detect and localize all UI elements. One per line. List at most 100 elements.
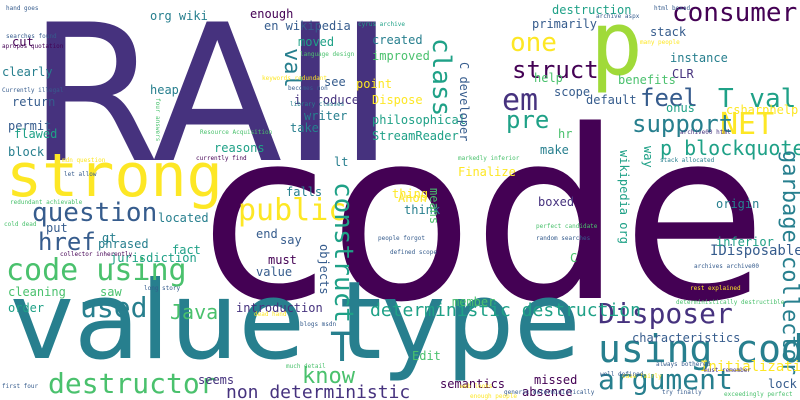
cloud-word: Finalize [458,165,516,179]
cloud-word: primarily [532,17,598,31]
cloud-word: lock [768,377,797,391]
cloud-word: first four [2,383,39,390]
cloud-word: random searches [536,235,591,242]
cloud-word: permit [8,119,52,133]
cloud-word: val [279,48,304,88]
cloud-word: html boxed [654,5,691,12]
cloud-word: consumer [672,0,798,28]
cloud-word: pre [506,106,550,134]
cloud-word: return [12,95,56,109]
cloud-word: default [586,93,637,107]
cloud-word: Anon [398,191,427,205]
cloud-word: stack [650,25,687,39]
cloud-word: Edit [412,349,441,363]
cloud-word: used [80,291,148,324]
cloud-word: href [38,228,96,256]
cloud-word: hand goes [6,5,39,12]
cloud-word: strong [6,141,223,211]
cloud-word: library classes [290,101,345,108]
cloud-word: feel [640,84,698,112]
cloud-word: C developer [457,62,471,142]
cloud-word: take [290,121,319,135]
cloud-word: Currently illegal [2,87,64,94]
cloud-word: people forgot [378,235,425,242]
cloud-word: enough people [470,393,517,400]
cloud-word: code [200,81,767,354]
cloud-word: cyrus archive [358,21,405,28]
cloud-word: value [256,265,293,279]
cloud-word: generic deterministically [504,389,595,396]
cloud-word: deterministic destruction [370,300,641,321]
cloud-word: seems [198,373,235,387]
cloud-word: redundant achievable [10,199,83,206]
cloud-word: public [238,193,347,228]
cloud-word: jurisdiction [110,251,197,265]
cloud-word: order [8,301,45,315]
cloud-word: one [510,28,557,58]
cloud-word: hr [558,127,573,141]
cloud-word: phrased [98,237,149,251]
cloud-word: see [324,75,346,89]
cloud-word: construct [328,182,358,323]
cloud-word: defined scope [390,249,437,256]
cloud-word: characteristics [632,331,741,345]
cloud-word: let allow [64,171,97,178]
cloud-word: improved [372,49,430,63]
cloud-word: cold dead [4,221,37,228]
cloud-word: know [302,364,355,389]
cloud-word: code using [6,253,187,288]
cloud-word: becomes non [288,85,328,92]
cloud-word: much detail [286,363,326,370]
cloud-word: searches found [6,33,57,40]
cloud-word: T val [718,84,797,114]
cloud-word: garbage collector [777,150,800,376]
cloud-word: wikipedia org [617,150,631,244]
cloud-word: p blockquote [660,136,800,160]
cloud-word: objects [317,244,331,295]
cloud-word: clearly [2,65,53,79]
cloud-word: argument [598,363,733,396]
cloud-word: archive00 html [680,129,731,136]
cloud-word: Disposer [598,297,733,330]
cloud-word: mdn question [62,157,106,164]
cloud-word: flawed [14,127,58,141]
cloud-word: rest explained [690,285,741,292]
cloud-word: semantics [440,377,506,391]
cloud-word: struct [512,56,599,84]
cloud-word: must remember [704,367,751,374]
cloud-word: question [32,198,158,228]
cloud-word: non deterministic [226,382,411,400]
cloud-word: thing [392,187,429,201]
cloud-word: way [641,146,655,168]
cloud-word: Java [170,300,219,324]
cloud-word: introduce [294,93,360,107]
cloud-word: collector inherently [60,251,133,258]
cloud-word: CLR [672,67,694,81]
cloud-word: falls [286,185,323,199]
cloud-word: well defined [600,371,644,378]
cloud-word: four answers [154,98,161,142]
cloud-word: help [534,71,563,85]
cloud-word: make [540,143,569,157]
cloud-word: introduction [236,301,323,315]
cloud-word: language design [300,51,355,58]
cloud-word: means [427,188,441,225]
cloud-word: block [8,145,45,159]
cloud-word: put [46,221,68,235]
cloud-word: Initialization [700,359,800,375]
cloud-word: em [502,83,539,118]
cloud-word: perfect candidate [536,223,598,230]
cloud-word: destructor [48,367,217,400]
cloud-word: must [268,253,297,267]
cloud-word: say [280,233,302,247]
cloud-word: using code [598,327,800,371]
cloud-word: enough [250,7,294,21]
cloud-word: apropos quotation [2,43,64,50]
cloud-word: writer [304,109,348,123]
cloud-word: instance [670,51,728,65]
cloud-word: absence [522,385,573,399]
cloud-word: exceedingly perfect [724,391,793,398]
cloud-word: origin [716,197,760,211]
cloud-word: scope [554,85,591,99]
cloud-word: en wikipedia [264,19,351,33]
